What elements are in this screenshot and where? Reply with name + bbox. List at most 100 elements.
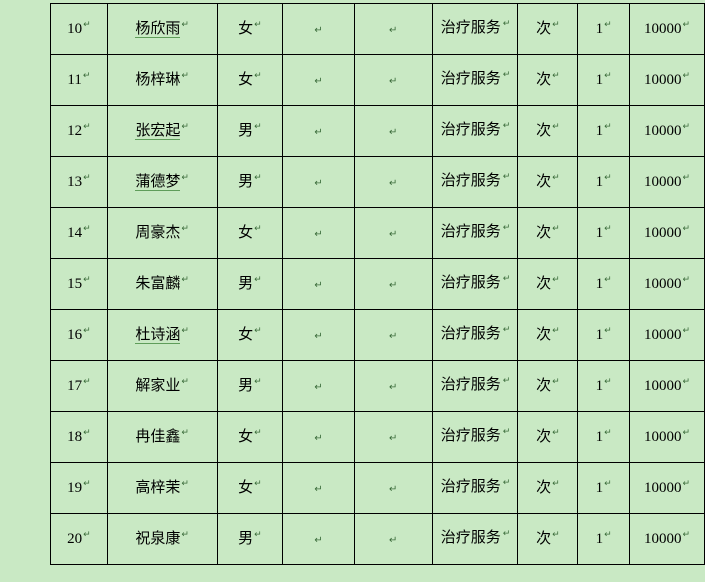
cell-blank-2-text: ↵ bbox=[389, 534, 398, 546]
cell-unit-text: 次 bbox=[536, 20, 552, 37]
cell-amount-text: 10000 bbox=[644, 479, 682, 496]
paragraph-mark-icon: ↵ bbox=[83, 529, 91, 540]
paragraph-mark-icon: ↵ bbox=[502, 427, 511, 438]
cell-index-text: 10 bbox=[67, 20, 83, 37]
cell-blank-1: ↵ bbox=[282, 462, 355, 514]
cell-blank-1-text: ↵ bbox=[314, 126, 323, 138]
cell-index-text: 11 bbox=[67, 71, 82, 88]
cell-blank-1-text: ↵ bbox=[314, 177, 323, 189]
cell-item: 治疗服务 ↵ bbox=[431, 207, 519, 259]
cell-blank-2: ↵ bbox=[353, 513, 433, 565]
cell-name: 解家业↵ bbox=[106, 360, 218, 412]
paragraph-mark-icon: ↵ bbox=[604, 223, 612, 234]
table-row: 19↵高梓茉↵女↵↵↵治疗服务↵次↵1↵10000↵↵ bbox=[50, 462, 705, 514]
cell-name-text: 杜诗涵 bbox=[135, 326, 181, 344]
paragraph-mark-icon: ↵ bbox=[682, 376, 691, 387]
cell-name: 杨欣雨↵ bbox=[106, 3, 218, 55]
cell-sex-text: 女 bbox=[238, 20, 254, 37]
paragraph-mark-icon: ↵ bbox=[502, 19, 511, 30]
paragraph-mark-icon: ↵ bbox=[682, 478, 691, 489]
cell-unit-text: 次 bbox=[536, 224, 552, 241]
cell-blank-1-text: ↵ bbox=[314, 432, 323, 444]
paragraph-mark-icon: ↵ bbox=[254, 376, 262, 387]
cell-index-text: 15 bbox=[67, 275, 83, 292]
cell-item-text: 治疗服务 bbox=[440, 20, 501, 37]
cell-blank-2-text: ↵ bbox=[389, 24, 398, 36]
cell-name-text: 祝泉康 bbox=[135, 530, 181, 547]
table-row: 15↵朱富麟↵男↵↵↵治疗服务↵次↵1↵10000↵↵ bbox=[50, 258, 705, 310]
cell-amount-text: 10000 bbox=[644, 173, 682, 190]
cell-name: 冉佳鑫↵ bbox=[106, 411, 218, 463]
cell-index: 13↵ bbox=[50, 156, 108, 208]
cell-quantity-text: 1 bbox=[595, 377, 604, 394]
cell-amount: 10000↵↵ bbox=[629, 258, 705, 310]
cell-sex-text: 女 bbox=[238, 326, 254, 343]
paragraph-mark-icon: ↵ bbox=[682, 325, 691, 336]
cell-sex-text: 男 bbox=[238, 377, 254, 394]
cell-index-text: 19 bbox=[67, 479, 83, 496]
cell-amount: 10000↵↵ bbox=[629, 462, 705, 514]
cell-unit-text: 次 bbox=[536, 122, 552, 139]
paragraph-mark-icon: ↵ bbox=[502, 121, 511, 132]
cell-blank-2-text: ↵ bbox=[389, 75, 398, 87]
cell-blank-1-text: ↵ bbox=[314, 381, 323, 393]
cell-blank-1-text: ↵ bbox=[314, 75, 323, 87]
cell-blank-1-text: ↵ bbox=[314, 534, 323, 546]
paragraph-mark-icon: ↵ bbox=[502, 529, 511, 540]
cell-unit: 次↵ bbox=[517, 207, 579, 259]
cell-unit-text: 次 bbox=[536, 479, 552, 496]
cell-sex: 男↵ bbox=[216, 360, 284, 412]
cell-unit: 次↵ bbox=[517, 309, 579, 361]
cell-sex-text: 女 bbox=[238, 224, 254, 241]
paragraph-mark-icon: ↵ bbox=[552, 529, 560, 540]
paragraph-mark-icon: ↵ bbox=[604, 376, 612, 387]
cell-blank-1-text: ↵ bbox=[314, 330, 323, 342]
cell-amount: 10000↵↵ bbox=[629, 360, 705, 412]
cell-name: 杜诗涵↵ bbox=[106, 309, 218, 361]
cell-name-text: 杨欣雨 bbox=[135, 20, 181, 38]
cell-index-text: 16 bbox=[67, 326, 83, 343]
cell-name: 张宏起↵ bbox=[106, 105, 218, 157]
cell-item: 治疗服务 ↵ bbox=[431, 258, 519, 310]
paragraph-mark-icon: ↵ bbox=[83, 121, 91, 132]
cell-item: 治疗服务 ↵ bbox=[431, 54, 519, 106]
cell-name-text: 周豪杰 bbox=[135, 224, 181, 241]
paragraph-mark-icon: ↵ bbox=[682, 274, 691, 285]
cell-blank-2: ↵ bbox=[353, 411, 433, 463]
paragraph-mark-icon: ↵ bbox=[682, 223, 691, 234]
paragraph-mark-icon: ↵ bbox=[181, 529, 189, 540]
paragraph-mark-icon: ↵ bbox=[604, 478, 612, 489]
cell-unit: 次↵ bbox=[517, 462, 579, 514]
cell-amount-text: 10000 bbox=[644, 377, 682, 394]
cell-blank-2-text: ↵ bbox=[389, 228, 398, 240]
cell-sex: 男↵ bbox=[216, 513, 284, 565]
cell-amount-text: 10000 bbox=[644, 275, 682, 292]
paragraph-mark-icon: ↵ bbox=[254, 19, 262, 30]
cell-unit-text: 次 bbox=[536, 377, 552, 394]
cell-blank-1: ↵ bbox=[282, 207, 355, 259]
cell-amount-text: 10000 bbox=[644, 326, 682, 343]
cell-item-text: 治疗服务 bbox=[440, 326, 501, 343]
cell-blank-2-text: ↵ bbox=[389, 483, 398, 495]
cell-quantity: 1↵ bbox=[577, 105, 631, 157]
paragraph-mark-icon: ↵ bbox=[682, 427, 691, 438]
cell-blank-1: ↵ bbox=[282, 309, 355, 361]
paragraph-mark-icon: ↵ bbox=[181, 19, 189, 30]
paragraph-mark-icon: ↵ bbox=[254, 223, 262, 234]
cell-blank-2-text: ↵ bbox=[389, 330, 398, 342]
cell-blank-2: ↵ bbox=[353, 156, 433, 208]
cell-blank-2: ↵ bbox=[353, 3, 433, 55]
cell-unit: 次↵ bbox=[517, 258, 579, 310]
cell-unit-text: 次 bbox=[536, 275, 552, 292]
paragraph-mark-icon: ↵ bbox=[604, 427, 612, 438]
cell-sex-text: 男 bbox=[238, 275, 254, 292]
table-row: 11↵杨梓琳↵女↵↵↵治疗服务↵次↵1↵10000↵↵ bbox=[50, 54, 705, 106]
cell-item: 治疗服务 ↵ bbox=[431, 105, 519, 157]
paragraph-mark-icon: ↵ bbox=[502, 325, 511, 336]
paragraph-mark-icon: ↵ bbox=[181, 376, 189, 387]
paragraph-mark-icon: ↵ bbox=[552, 172, 560, 183]
cell-quantity-text: 1 bbox=[595, 326, 604, 343]
paragraph-mark-icon: ↵ bbox=[552, 478, 560, 489]
cell-amount: 10000↵↵ bbox=[629, 156, 705, 208]
cell-amount-text: 10000 bbox=[644, 428, 682, 445]
